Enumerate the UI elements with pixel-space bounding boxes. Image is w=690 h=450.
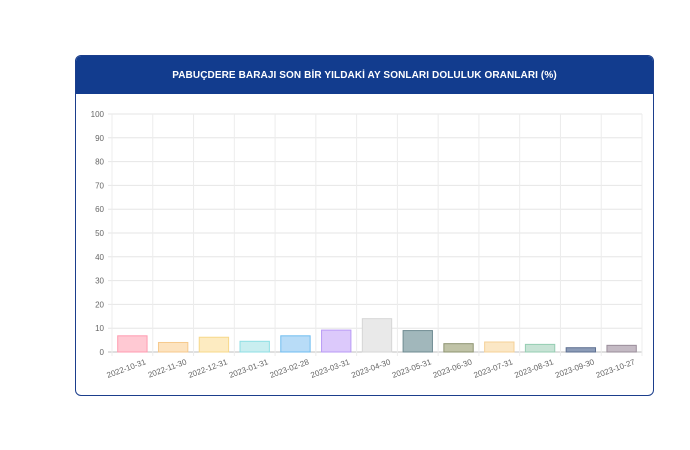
y-tick-label: 50 xyxy=(95,229,104,238)
bar xyxy=(361,318,393,353)
bar xyxy=(402,330,433,353)
x-tick-label: 2023-07-31 xyxy=(472,357,514,380)
chart-area: 0 10 20 30 40 50 60 70 80 90 100 2022-10-31 2022-11-… xyxy=(76,94,653,395)
x-tick-label: 2023-06-30 xyxy=(432,357,474,380)
y-tick-label: 0 xyxy=(100,348,105,357)
y-tick-label: 20 xyxy=(95,300,104,309)
bar xyxy=(565,347,597,353)
bar xyxy=(117,335,148,353)
x-tick-label: 2022-10-31 xyxy=(106,357,148,380)
x-tick-label: 2022-12-31 xyxy=(187,357,229,380)
chart-title: PABUÇDERE BARAJI SON BİR YILDAKİ AY SONL… xyxy=(76,56,653,94)
y-tick-label: 10 xyxy=(95,324,104,333)
x-tick-label: 2022-11-30 xyxy=(147,357,188,379)
y-tick-label: 30 xyxy=(95,277,104,286)
y-tick-label: 60 xyxy=(95,205,104,214)
bar xyxy=(321,329,352,353)
bar-chart: 0 10 20 30 40 50 60 70 80 90 100 2022-10-31 2022-11-… xyxy=(91,110,643,380)
y-tick-label: 80 xyxy=(95,158,104,167)
y-tick-label: 40 xyxy=(95,253,104,262)
x-tick-label: 2023-03-31 xyxy=(309,357,351,380)
x-tick-label: 2023-02-28 xyxy=(269,357,311,380)
chart-card: PABUÇDERE BARAJI SON BİR YILDAKİ AY SONL… xyxy=(75,55,654,396)
y-tick-label: 90 xyxy=(95,134,104,143)
bar xyxy=(524,343,556,353)
x-tick-label: 2023-10-27 xyxy=(595,357,637,380)
bar xyxy=(280,335,311,353)
bar xyxy=(198,336,230,353)
bar xyxy=(484,341,515,353)
x-tick-label: 2023-09-30 xyxy=(554,357,596,380)
x-tick-label: 2023-01-31 xyxy=(228,357,270,380)
x-tick-label: 2023-05-31 xyxy=(391,357,433,380)
y-tick-label: 100 xyxy=(91,110,105,119)
bar xyxy=(443,343,474,353)
x-tick-label: 2023-08-31 xyxy=(513,357,555,380)
x-tick-label: 2023-04-30 xyxy=(350,357,392,380)
y-tick-label: 70 xyxy=(95,181,104,190)
bar xyxy=(606,344,637,353)
bar xyxy=(239,340,270,353)
bar xyxy=(157,341,189,353)
